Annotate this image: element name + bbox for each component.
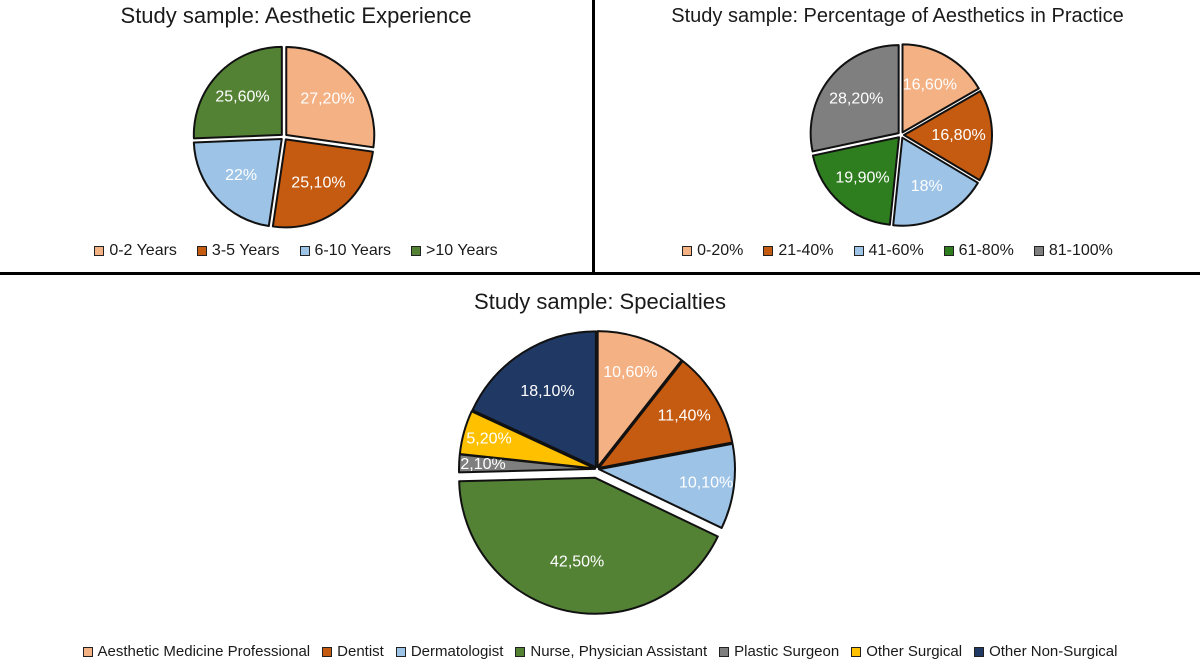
legend-item-21-40: 21-40% [763,241,834,261]
data-label-0-20: 16,60% [903,77,957,94]
legend-label: 61-80% [958,242,1014,259]
legend-item-81-100: 81-100% [1033,241,1113,261]
legend-item-dentist: Dentist [322,642,384,662]
legend-swatch [943,246,954,256]
legend-label: Aesthetic Medicine Professional [97,643,311,660]
legend-label: 0-2 Years [109,242,177,259]
legend-swatch [322,647,333,657]
data-label-aesthetic-medicine-professional: 10,60% [603,364,657,381]
data-label-dentist: 11,40% [658,407,711,424]
data-label-3-5-years: 25,10% [291,175,345,192]
legend-label: Dentist [337,643,384,660]
legend-item-0-20: 0-20% [682,241,743,261]
legend-item-61-80: 61-80% [943,241,1014,261]
legend-swatch [974,647,985,657]
legend-swatch [299,246,310,256]
legend-item-aesthetic-medicine-professional: Aesthetic Medicine Professional [82,642,311,662]
legend-swatch [851,647,862,657]
data-label-61-80: 19,90% [835,169,889,186]
legend-label: 81-100% [1048,242,1113,259]
pie-chart-specialties: 10,60% 11,40% 10,10% 42,50% 2,10% 5,20% 18,10% [458,330,736,615]
legend-label: Nurse, Physician Assistant [530,643,708,660]
chart-panel-aesthetics-in-practice: Study sample: Percentage of Aesthetics i… [595,0,1200,275]
data-label-41-60: 18% [911,178,943,195]
pie-slice-0-20 [901,43,980,134]
legend-label: 21-40% [778,242,834,259]
legend-swatch [515,647,526,657]
chart-panel-aesthetic-experience: Study sample: Aesthetic Experience 27,20… [0,0,595,275]
legend-label: Plastic Surgeon [734,643,840,660]
pie-chart-aesthetic-experience: 27,20% 25,10% 22% 25,60% [192,45,376,229]
legend-swatch [94,246,105,256]
legend-swatch [1033,246,1044,256]
legend-item-10-years: >10 Years [411,241,498,261]
legend-swatch [719,647,730,657]
data-label-81-100: 28,20% [829,90,883,107]
pie-slice-6-10-years [192,138,283,228]
data-label-other-non-surgical: 18,10% [520,383,574,400]
pie-chart-aesthetics-in-practice: 16,60% 16,80% 18% 19,90% 28,20% [809,43,993,227]
pie-slice-21-40 [903,90,993,182]
pie-slice-other-surgical [458,410,597,470]
legend-item-plastic-surgeon: Plastic Surgeon [719,642,839,662]
data-label-10-years: 25,60% [215,89,269,106]
chart-panel-specialties: Study sample: Specialties 10,60% 11,40% 10… [0,275,1200,670]
legend-swatch [763,246,774,256]
pie-slice-nurse-physician-assistant [458,476,719,615]
legend-swatch [82,647,93,657]
pie-slice-other-non-surgical [471,330,597,469]
legend-label: Dermatologist [410,643,504,660]
legend-item-6-10-years: 6-10 Years [299,241,392,261]
chart-title: Study sample: Specialties [474,289,726,314]
legend-label: >10 Years [426,242,498,259]
chart-legend: Aesthetic Medicine Professional Dentist De… [0,642,1200,662]
pie-slice-dentist [597,360,734,469]
data-label-plastic-surgeon: 2,10% [460,456,505,473]
legend-item-other-surgical: Other Surgical [851,642,962,662]
legend-label: 3-5 Years [211,242,280,259]
data-label-other-surgical: 5,20% [466,431,511,448]
data-label-nurse-physician-assistant: 42,50% [550,553,604,570]
legend-label: Other Surgical [866,643,963,660]
legend-label: 6-10 Years [314,242,392,259]
legend-label: 0-20% [697,242,744,259]
legend-swatch [395,647,406,657]
pie-slice-61-80 [811,136,900,226]
data-label-21-40: 16,80% [931,127,985,144]
pie-slice-81-100 [809,44,900,153]
chart-title: Study sample: Percentage of Aesthetics i… [671,5,1124,27]
legend-item-41-60: 41-60% [853,241,924,261]
legend-swatch [682,246,693,256]
legend-item-0-2-years: 0-2 Years [94,241,177,261]
legend-item-other-non-surgical: Other Non-Surgical [974,642,1117,662]
legend-swatch [411,246,422,256]
legend-swatch [853,246,864,256]
pie-slice-dermatologist [597,442,736,529]
chart-legend: 0-20% 21-40% 41-60% 61-80% 81-100% [595,241,1200,261]
legend-label: 41-60% [868,242,924,259]
legend-item-3-5-years: 3-5 Years [196,241,280,261]
legend-swatch [196,246,207,256]
legend-item-nurse-physician-assistant: Nurse, Physician Assistant [515,642,707,662]
legend-item-dermatologist: Dermatologist [395,642,504,662]
data-label-0-2-years: 27,20% [300,91,354,108]
pie-slice-aesthetic-medicine-professional [596,330,683,469]
pie-slice-10-years [192,45,283,140]
chart-title: Study sample: Aesthetic Experience [120,3,472,28]
legend-label: Other Non-Surgical [989,643,1118,660]
pie-slice-41-60 [892,136,979,227]
pie-slice-3-5-years [271,138,374,229]
data-label-dermatologist: 10,10% [679,475,733,492]
chart-legend: 0-2 Years 3-5 Years 6-10 Years >10 Years [0,241,592,261]
data-label-6-10-years: 22% [225,167,257,184]
pie-slice-0-2-years [285,46,376,149]
